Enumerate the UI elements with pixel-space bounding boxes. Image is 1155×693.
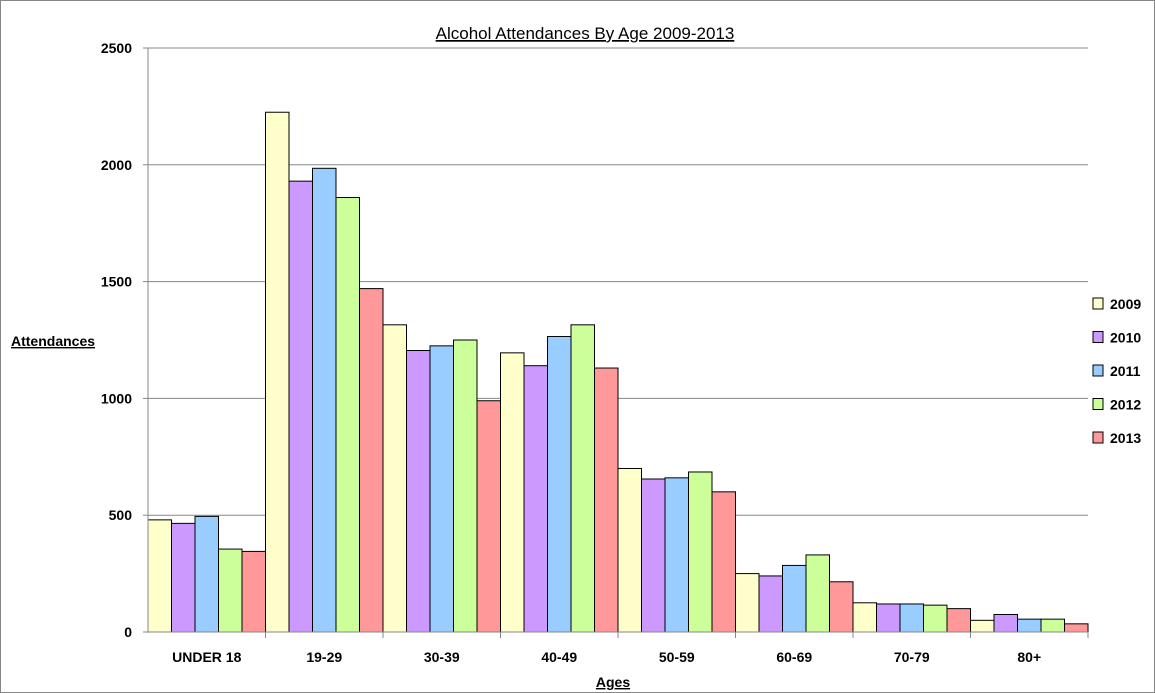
y-tick-label: 1000 [101,390,132,406]
y-tick-labels: 0 500 1000 1500 2000 2500 [101,40,132,640]
bar-2010-under-18 [171,522,196,633]
bar-2011-19-29 [312,167,337,633]
y-tick-label: 2500 [101,40,132,56]
bar-2009-under-18 [147,519,172,633]
legend-label-2011: 2011 [1110,363,1141,379]
y-axis-title: Attendances [11,333,95,349]
x-tick-label: 70-79 [894,649,930,665]
bar-2012-40-49 [570,324,595,633]
y-tick-label: 1500 [101,274,132,290]
y-tick-label: 2000 [101,157,132,173]
bar-2011-40-49 [547,335,572,633]
chart-title: Alcohol Attendances By Age 2009-2013 [436,24,735,43]
bar-2013-40-49 [594,367,619,633]
bar-2010-50-59 [641,478,666,633]
legend-label-2013: 2013 [1110,430,1141,446]
legend-swatch-2009 [1092,297,1104,310]
bar-2011-50-59 [664,477,689,633]
bar-2010-19-29 [288,180,313,633]
bar-2009-30-39 [382,324,407,633]
y-tick-label: 0 [124,624,132,640]
x-tick-label: 60-69 [776,649,812,665]
bar-2011-70-79 [899,603,924,633]
bar-2013-19-29 [359,288,384,633]
bar-2012-80+ [1040,618,1065,633]
legend-label-2009: 2009 [1110,296,1141,312]
bar-2013-70-79 [946,608,971,633]
x-tick-label: 19-29 [306,649,342,665]
bar-2011-30-39 [429,345,454,633]
legend-swatch-2010 [1092,331,1104,343]
x-tick-label: 40-49 [541,649,577,665]
bar-2009-70-79 [852,602,877,633]
bar-2012-under-18 [218,548,243,633]
legend-swatch-2011 [1092,364,1104,377]
bar-2012-50-59 [688,471,713,633]
bar-2011-under-18 [194,515,219,633]
bar-2009-40-49 [500,352,525,633]
bar-2012-30-39 [453,339,478,633]
bar-2009-60-69 [735,573,760,633]
bar-2009-19-29 [265,111,290,633]
x-tick-labels: UNDER 18 19-29 30-39 40-49 50-59 60-69 70-79 80… [172,649,1041,665]
legend-swatch-2012 [1092,398,1104,410]
legend-label-2012: 2012 [1110,397,1141,413]
bar-2013-30-39 [476,400,501,633]
bar-2010-70-79 [876,603,901,633]
axes [147,48,1089,638]
x-tick-label: 80+ [1017,649,1041,665]
bar-2009-80+ [970,619,995,633]
x-tick-label: 50-59 [659,649,695,665]
x-tick-label: UNDER 18 [172,649,241,665]
bar-2009-50-59 [617,467,642,633]
bar-2011-60-69 [782,564,807,633]
bar-2011-80+ [1017,618,1042,633]
legend: 2009 2010 2011 2012 2013 [1092,296,1141,446]
bar-2010-80+ [993,613,1018,633]
bar-2013-under-18 [241,550,266,633]
bar-2010-40-49 [523,365,548,633]
bar-2013-60-69 [829,581,854,633]
x-axis-title: Ages [596,674,630,690]
bar-2012-19-29 [335,197,360,633]
bar-2012-70-79 [923,604,948,633]
legend-swatch-2013 [1092,431,1104,444]
legend-label-2010: 2010 [1110,330,1141,346]
y-tick-label: 500 [109,507,133,523]
bar-2012-60-69 [805,554,830,633]
bar-2010-30-39 [406,350,431,633]
x-tick-label: 30-39 [424,649,460,665]
bar-2010-60-69 [758,575,783,633]
bar-2013-80+ [1064,623,1089,633]
bars [147,111,1089,633]
bar-2013-50-59 [711,491,736,633]
